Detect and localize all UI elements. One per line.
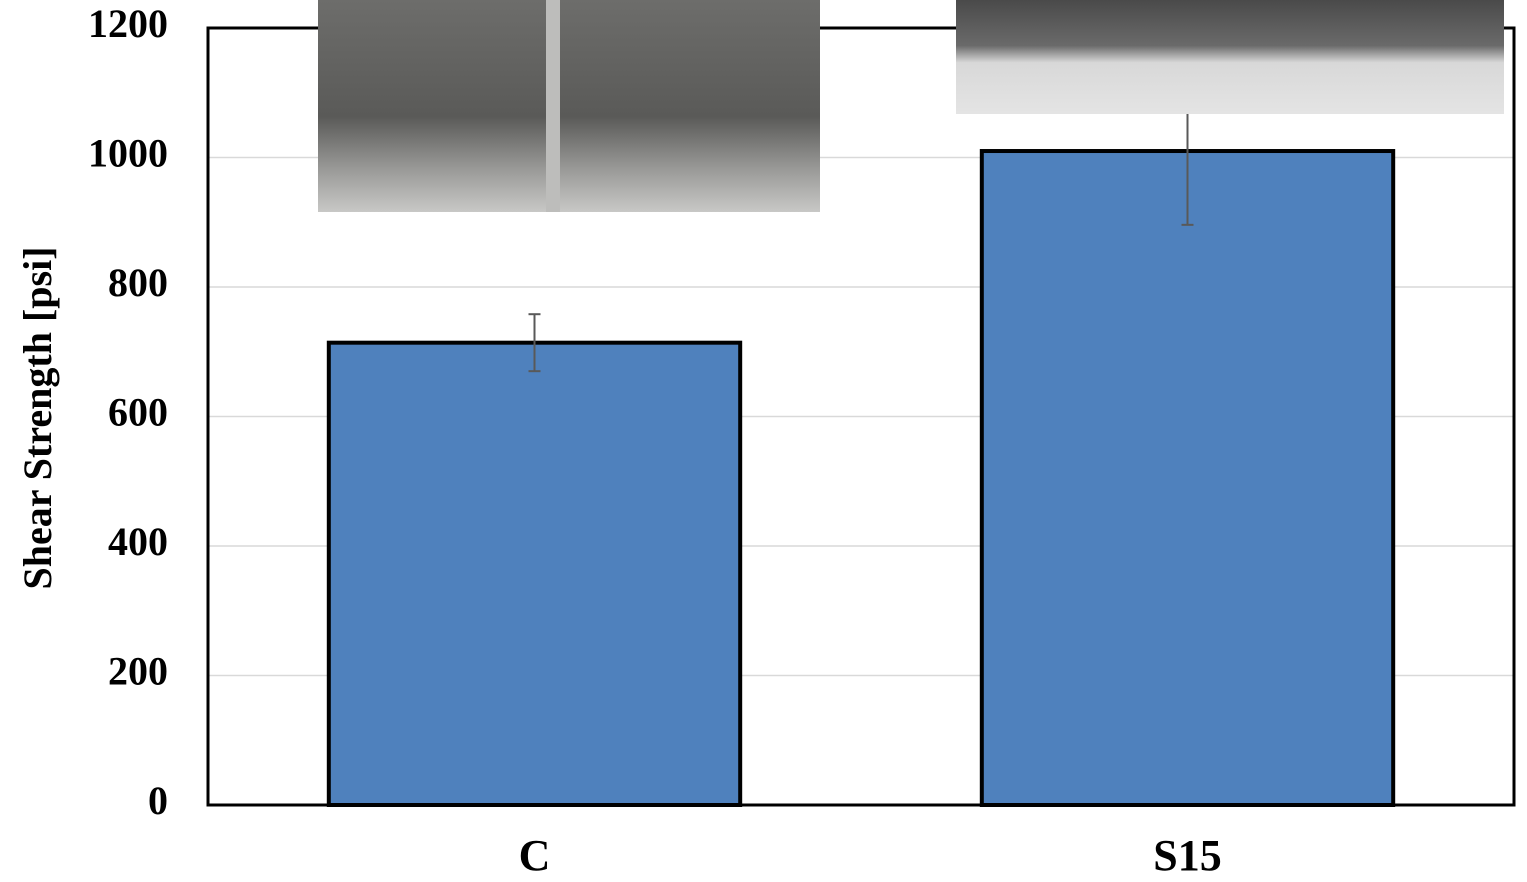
bar <box>329 343 740 805</box>
chart: 0 200 400 600 800 1000 1200 C S15 Shear Strength… <box>0 0 1527 882</box>
photo-gap <box>546 0 560 212</box>
y-tick-label: 1200 <box>88 1 168 46</box>
y-tick-label: 400 <box>108 519 168 564</box>
specimen-photo <box>956 0 1504 114</box>
y-tick-label: 800 <box>108 260 168 305</box>
y-tick-label: 600 <box>108 390 168 435</box>
y-tick-label: 1000 <box>88 131 168 176</box>
x-tick-label: S15 <box>1153 831 1221 880</box>
y-tick-label: 200 <box>108 649 168 694</box>
bar <box>982 151 1393 805</box>
y-axis-label: Shear Strength [psi] <box>15 246 60 589</box>
x-tick-label: C <box>519 831 551 880</box>
y-tick-label: 0 <box>148 778 168 823</box>
specimen-photo <box>318 0 820 212</box>
